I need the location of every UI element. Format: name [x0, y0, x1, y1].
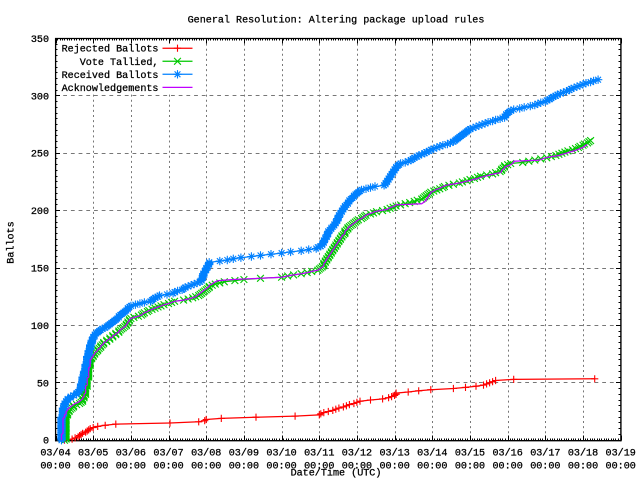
svg-text:Rejected Ballots: Rejected Ballots [62, 44, 159, 56]
svg-text:300: 300 [31, 92, 49, 103]
svg-text:0: 0 [43, 437, 49, 448]
svg-text:03/06: 03/06 [116, 447, 146, 459]
svg-text:00:00: 00:00 [116, 462, 146, 473]
svg-text:100: 100 [31, 322, 49, 333]
svg-text:00:00: 00:00 [493, 462, 523, 473]
svg-text:00:00: 00:00 [606, 462, 636, 473]
svg-text:03/05: 03/05 [78, 447, 108, 459]
svg-text:00:00: 00:00 [153, 462, 183, 473]
svg-text:03/04: 03/04 [40, 447, 70, 459]
svg-text:Received Ballots: Received Ballots [62, 70, 159, 82]
svg-text:03/09: 03/09 [229, 447, 259, 459]
svg-text:00:00: 00:00 [304, 462, 334, 473]
svg-text:00:00: 00:00 [455, 462, 485, 473]
svg-text:00:00: 00:00 [417, 462, 447, 473]
svg-text:03/15: 03/15 [455, 447, 485, 459]
svg-text:03/17: 03/17 [530, 447, 560, 459]
svg-text:00:00: 00:00 [78, 462, 108, 473]
svg-text:00:00: 00:00 [379, 462, 409, 473]
svg-text:03/08: 03/08 [191, 447, 221, 459]
svg-text:03/18: 03/18 [568, 447, 598, 459]
svg-text:03/16: 03/16 [493, 447, 523, 459]
svg-text:350: 350 [31, 35, 49, 46]
svg-text:Vote Tallied,: Vote Tallied, [80, 57, 159, 69]
svg-text:03/19: 03/19 [606, 447, 636, 459]
svg-text:00:00: 00:00 [191, 462, 221, 473]
svg-text:03/14: 03/14 [417, 447, 447, 459]
svg-text:General Resolution: Altering p: General Resolution: Altering package upl… [188, 15, 485, 27]
svg-text:00:00: 00:00 [266, 462, 296, 473]
svg-text:00:00: 00:00 [342, 462, 372, 473]
svg-text:Acknowledgements: Acknowledgements [62, 83, 159, 95]
svg-text:200: 200 [31, 207, 49, 218]
svg-text:03/11: 03/11 [304, 447, 334, 459]
svg-text:Date/Time (UTC): Date/Time (UTC) [291, 468, 382, 480]
svg-text:03/10: 03/10 [266, 447, 296, 459]
svg-text:00:00: 00:00 [229, 462, 259, 473]
svg-text:00:00: 00:00 [568, 462, 598, 473]
svg-text:250: 250 [31, 150, 49, 161]
svg-text:150: 150 [31, 265, 49, 276]
svg-text:03/07: 03/07 [153, 447, 183, 459]
svg-text:00:00: 00:00 [530, 462, 560, 473]
svg-text:03/13: 03/13 [379, 447, 409, 459]
svg-text:50: 50 [37, 379, 49, 390]
svg-text:00:00: 00:00 [40, 462, 70, 473]
svg-text:03/12: 03/12 [342, 447, 372, 459]
svg-text:Ballots: Ballots [6, 221, 18, 263]
